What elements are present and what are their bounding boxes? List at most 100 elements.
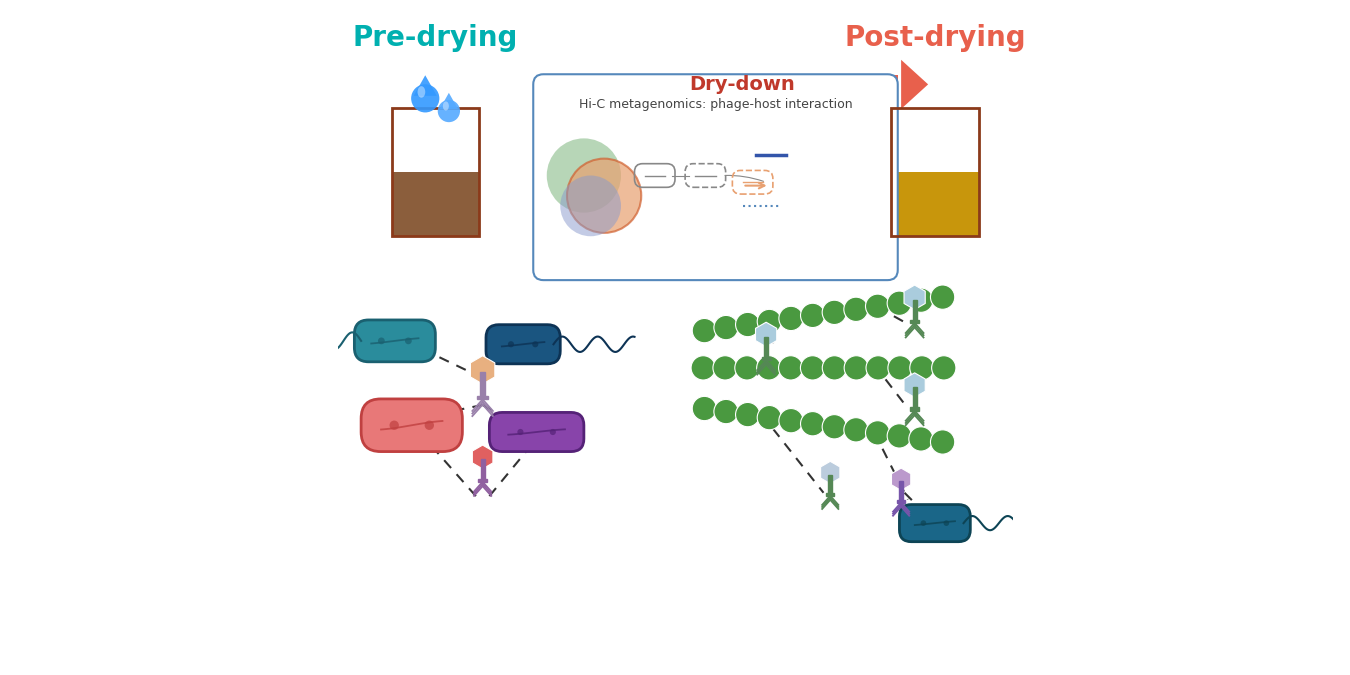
- Bar: [910, 408, 919, 410]
- Circle shape: [921, 520, 926, 526]
- Bar: [844, 75, 848, 94]
- Bar: [913, 300, 917, 320]
- Bar: [794, 75, 796, 94]
- Circle shape: [714, 400, 738, 424]
- Bar: [759, 75, 763, 94]
- Bar: [688, 75, 691, 94]
- Bar: [769, 75, 772, 94]
- Bar: [699, 75, 702, 94]
- Bar: [813, 75, 817, 94]
- Bar: [753, 75, 756, 94]
- Bar: [672, 75, 675, 94]
- Circle shape: [844, 356, 868, 380]
- Circle shape: [560, 176, 621, 236]
- Ellipse shape: [412, 84, 439, 113]
- Polygon shape: [891, 468, 911, 490]
- Circle shape: [801, 303, 825, 327]
- Bar: [560, 75, 564, 94]
- Bar: [591, 75, 594, 94]
- Bar: [891, 108, 979, 172]
- Bar: [888, 75, 891, 94]
- Polygon shape: [472, 445, 493, 469]
- FancyBboxPatch shape: [489, 412, 583, 452]
- Bar: [899, 481, 903, 500]
- Bar: [691, 75, 695, 94]
- Bar: [772, 75, 776, 94]
- Circle shape: [801, 412, 825, 436]
- Circle shape: [425, 421, 433, 430]
- Circle shape: [887, 291, 911, 315]
- Circle shape: [757, 309, 782, 333]
- Circle shape: [549, 429, 556, 435]
- FancyBboxPatch shape: [354, 320, 435, 362]
- Bar: [682, 75, 684, 94]
- Text: Hi-C metagenomics: phage-host interaction: Hi-C metagenomics: phage-host interactio…: [579, 98, 852, 111]
- Bar: [783, 75, 786, 94]
- Bar: [583, 75, 587, 94]
- Bar: [574, 75, 578, 94]
- Polygon shape: [440, 93, 458, 109]
- Bar: [648, 75, 651, 94]
- Text: Post-drying: Post-drying: [844, 24, 1026, 51]
- Bar: [621, 75, 624, 94]
- Circle shape: [867, 356, 890, 380]
- Circle shape: [532, 341, 539, 348]
- Bar: [678, 75, 682, 94]
- Bar: [587, 75, 591, 94]
- Bar: [608, 75, 610, 94]
- Circle shape: [779, 306, 803, 331]
- Bar: [722, 75, 725, 94]
- Bar: [796, 75, 799, 94]
- Bar: [806, 75, 810, 94]
- Bar: [628, 75, 630, 94]
- Bar: [850, 75, 853, 94]
- Bar: [641, 75, 645, 94]
- Circle shape: [930, 430, 954, 454]
- Bar: [875, 75, 878, 94]
- Circle shape: [693, 319, 717, 343]
- Bar: [580, 75, 583, 94]
- Ellipse shape: [443, 101, 448, 111]
- Bar: [803, 75, 807, 94]
- Bar: [790, 75, 794, 94]
- Polygon shape: [821, 462, 840, 483]
- Bar: [729, 75, 732, 94]
- Polygon shape: [756, 322, 776, 347]
- Bar: [824, 75, 826, 94]
- Bar: [740, 75, 743, 94]
- Bar: [819, 75, 823, 94]
- Bar: [763, 75, 767, 94]
- Bar: [478, 479, 487, 482]
- FancyBboxPatch shape: [899, 505, 971, 541]
- Circle shape: [508, 341, 514, 348]
- Bar: [871, 75, 875, 94]
- Bar: [716, 75, 718, 94]
- Bar: [564, 75, 567, 94]
- Bar: [767, 75, 770, 94]
- FancyBboxPatch shape: [360, 399, 462, 452]
- Bar: [662, 75, 664, 94]
- Circle shape: [909, 427, 933, 451]
- Bar: [894, 75, 898, 94]
- Circle shape: [888, 356, 913, 380]
- Circle shape: [910, 356, 934, 380]
- Bar: [884, 75, 887, 94]
- Circle shape: [844, 297, 868, 321]
- Bar: [634, 75, 637, 94]
- Bar: [861, 75, 864, 94]
- Circle shape: [736, 313, 760, 337]
- Bar: [891, 108, 979, 236]
- Circle shape: [378, 338, 385, 344]
- Bar: [709, 75, 713, 94]
- Circle shape: [865, 421, 890, 445]
- Bar: [695, 75, 699, 94]
- Bar: [601, 75, 603, 94]
- Circle shape: [779, 356, 803, 380]
- Bar: [910, 320, 919, 323]
- Circle shape: [779, 408, 803, 433]
- Circle shape: [844, 418, 868, 442]
- Bar: [637, 75, 641, 94]
- Bar: [705, 75, 709, 94]
- Bar: [655, 75, 659, 94]
- Bar: [651, 75, 655, 94]
